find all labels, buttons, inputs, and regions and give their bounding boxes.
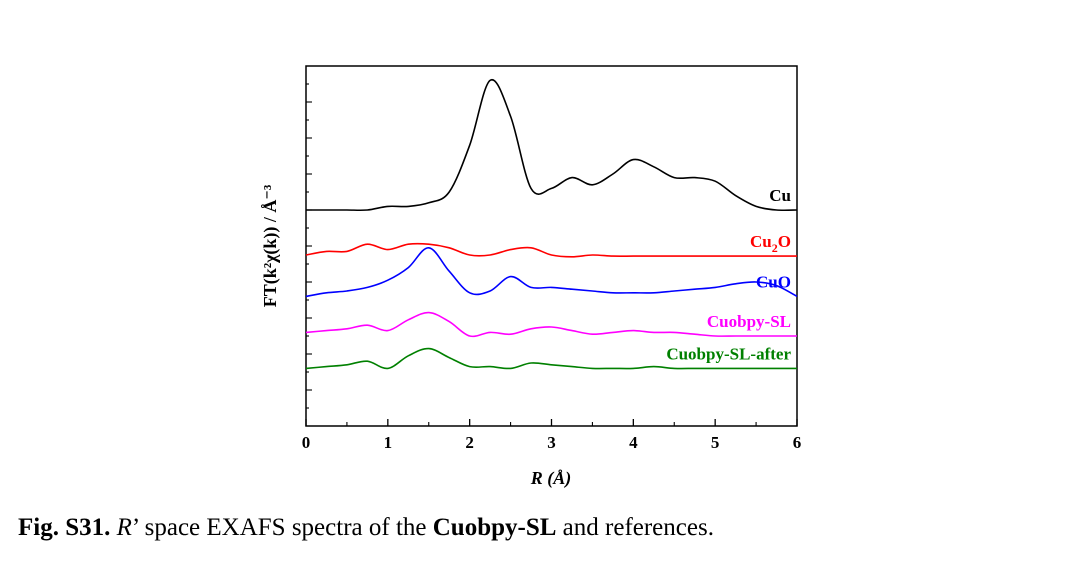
x-ticks: 0 1 2 3 4 5 6 [302,419,802,452]
series-line [305,242,797,258]
series-label: Cu [769,186,791,205]
x-tick-label: 0 [302,433,311,452]
y-axis-label: FT(k²χ(k)) / Å⁻³ [260,184,281,307]
plot-curves [305,79,798,370]
caption-bold: Cuobpy-SL [432,514,557,541]
series-line [305,247,798,298]
series-line [305,79,798,212]
x-tick-label: 3 [547,433,556,452]
series-label: CuO [756,272,791,291]
x-tick-label: 2 [465,433,474,452]
x-axis-label: R (Å) [530,468,572,489]
plot-axes [305,65,798,427]
caption-r: R [116,514,132,541]
series-line [305,347,797,370]
plot-frame [305,65,798,427]
x-tick-label: 4 [629,433,638,452]
caption-end: and references. [562,514,714,541]
series-label: Cuobpy-SL [707,312,791,331]
series-label: Cu2O [750,232,791,255]
x-tick-label: 5 [711,433,720,452]
y-ticks [306,83,312,409]
series-label: Cuobpy-SL-after [666,344,791,363]
x-tick-label: 1 [384,433,393,452]
series-line [305,311,797,338]
caption-mid: ’ space EXAFS spectra of the [131,514,427,541]
x-tick-label: 6 [793,433,802,452]
caption-label: Fig. S31. [18,514,111,541]
series-labels: Cu Cu2O CuO Cuobpy-SL Cuobpy-SL-after [666,186,791,363]
figure-caption: Fig. S31. R’ space EXAFS spectra of the … [18,514,1068,542]
